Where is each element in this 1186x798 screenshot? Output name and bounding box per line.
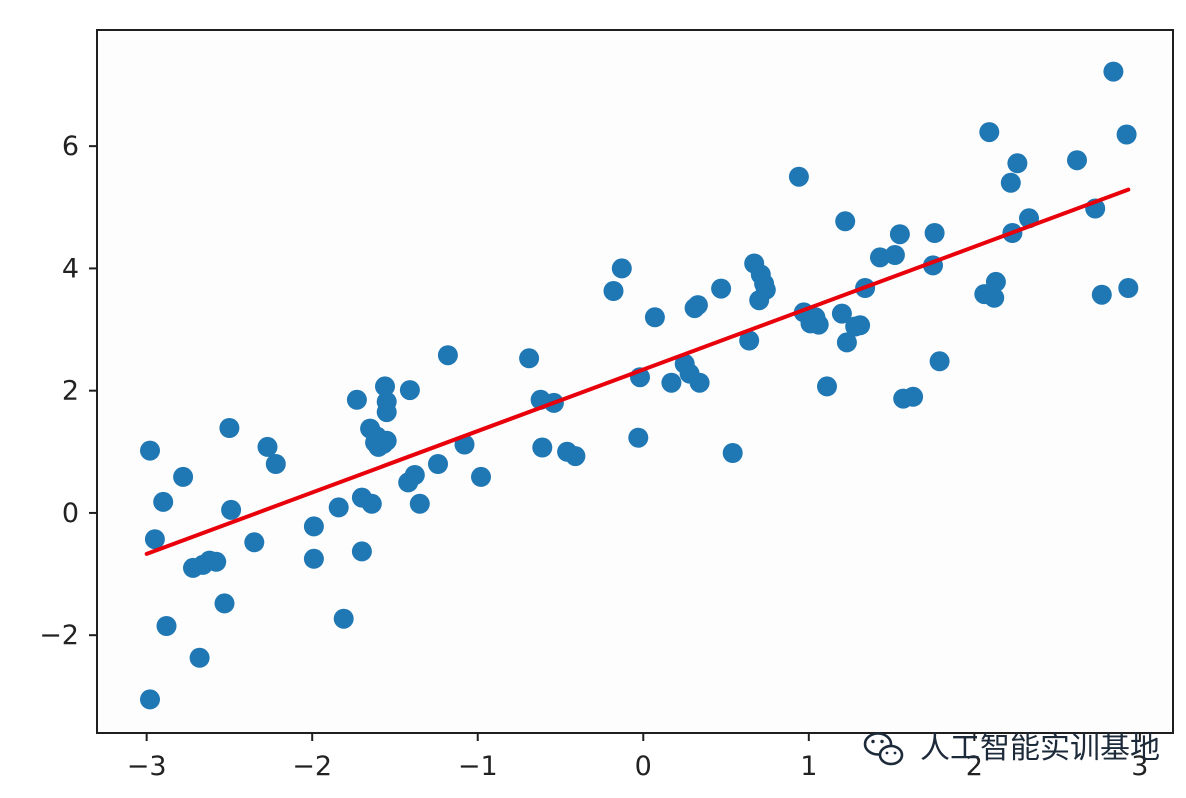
x-tick-label: −2 (292, 751, 332, 782)
data-point (189, 647, 210, 668)
x-tick-label: 1 (800, 751, 817, 782)
data-point (428, 454, 448, 474)
data-point (375, 376, 395, 397)
data-point (565, 446, 586, 467)
data-point (831, 303, 852, 324)
data-point (328, 497, 349, 518)
data-point (850, 315, 871, 336)
scatter-points-layer (140, 61, 1139, 710)
x-tick-label: 0 (635, 751, 652, 782)
data-point (437, 345, 458, 366)
data-point (333, 608, 354, 629)
data-point (257, 436, 278, 457)
data-point (156, 616, 177, 636)
data-point (755, 279, 776, 300)
data-point (870, 247, 890, 268)
y-tick-label: 6 (62, 131, 79, 162)
data-point (376, 430, 397, 451)
data-point (346, 389, 367, 410)
data-point (1067, 150, 1087, 171)
data-point (979, 122, 1000, 143)
data-point (351, 541, 372, 562)
data-point (628, 427, 649, 448)
data-point (404, 465, 425, 485)
data-point (603, 281, 624, 301)
data-point (903, 386, 924, 407)
data-point (471, 466, 491, 487)
y-tick-label: 2 (62, 376, 79, 407)
y-tick-label: 0 (62, 498, 79, 529)
data-point (722, 443, 743, 463)
wechat-logo-icon (863, 732, 904, 766)
data-point (788, 166, 809, 187)
y-tick-label: 4 (62, 253, 79, 284)
x-axis-ticks: −3 −2 −1 0 1 2 3 (127, 733, 1148, 782)
watermark-text: 人工智能实训基地 (920, 731, 1160, 766)
data-point (739, 330, 760, 351)
y-axis-ticks: −2 0 2 4 6 (39, 131, 97, 651)
data-point (206, 551, 227, 572)
data-point (661, 372, 682, 393)
x-tick-label: 2 (966, 751, 983, 782)
data-point (265, 454, 286, 474)
data-point (836, 332, 857, 353)
watermark: 人工智能实训基地 (863, 731, 1160, 766)
data-point (244, 532, 265, 553)
data-point (1103, 61, 1124, 82)
data-point (611, 258, 632, 279)
data-point (140, 440, 160, 461)
data-point (817, 376, 837, 397)
data-point (984, 287, 1005, 308)
axes-frame (96, 29, 1174, 734)
data-point (687, 295, 708, 316)
data-point (409, 493, 430, 514)
data-point (689, 372, 710, 393)
data-point (1000, 172, 1021, 193)
regression-line (144, 187, 1131, 556)
data-point (221, 499, 242, 520)
data-point (214, 593, 235, 614)
x-tick-label: −1 (458, 751, 498, 782)
data-point (519, 348, 540, 369)
data-point (153, 491, 174, 512)
x-tick-label: −3 (127, 751, 167, 782)
data-point (1091, 284, 1112, 305)
data-point (1007, 153, 1028, 174)
data-point (884, 245, 905, 265)
data-point (219, 418, 240, 438)
regression-line-layer (144, 187, 1131, 556)
data-point (644, 307, 665, 328)
data-point (1118, 278, 1139, 298)
data-point (1116, 124, 1137, 145)
data-point (532, 437, 553, 458)
data-point (711, 278, 732, 299)
data-point (929, 351, 950, 372)
data-point (303, 516, 324, 537)
data-point (303, 548, 324, 569)
data-point (173, 466, 194, 487)
data-point (808, 314, 829, 335)
data-point (835, 211, 856, 232)
data-point (399, 380, 420, 401)
y-tick-label: −2 (39, 620, 79, 651)
data-point (376, 391, 397, 412)
data-point (140, 689, 160, 710)
data-point (889, 224, 910, 245)
data-point (361, 493, 382, 514)
data-point (924, 223, 945, 243)
x-tick-label: 3 (1131, 751, 1148, 782)
data-point (985, 271, 1006, 292)
data-point (144, 529, 165, 550)
